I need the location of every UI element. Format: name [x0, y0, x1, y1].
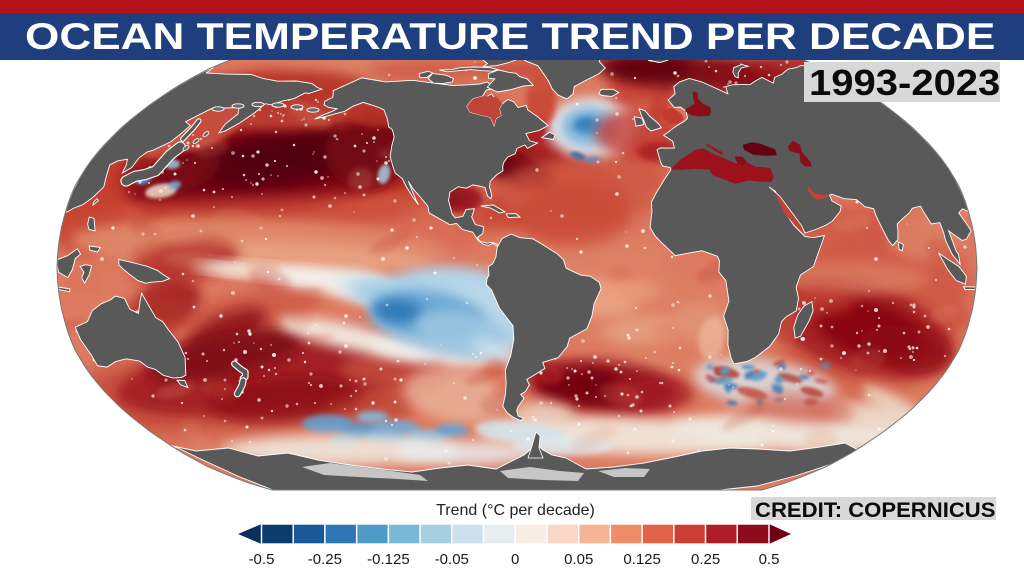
svg-text:0.25: 0.25: [691, 551, 720, 568]
svg-text:0: 0: [511, 551, 519, 568]
svg-text:0.5: 0.5: [759, 551, 780, 568]
svg-text:Trend (°C per decade): Trend (°C per decade): [436, 502, 595, 519]
svg-text:-0.25: -0.25: [308, 551, 342, 568]
svg-text:0.05: 0.05: [564, 551, 593, 568]
svg-text:-0.5: -0.5: [249, 551, 275, 568]
svg-text:-0.125: -0.125: [367, 551, 410, 568]
svg-text:-0.05: -0.05: [435, 551, 469, 568]
svg-text:0.125: 0.125: [623, 551, 661, 568]
